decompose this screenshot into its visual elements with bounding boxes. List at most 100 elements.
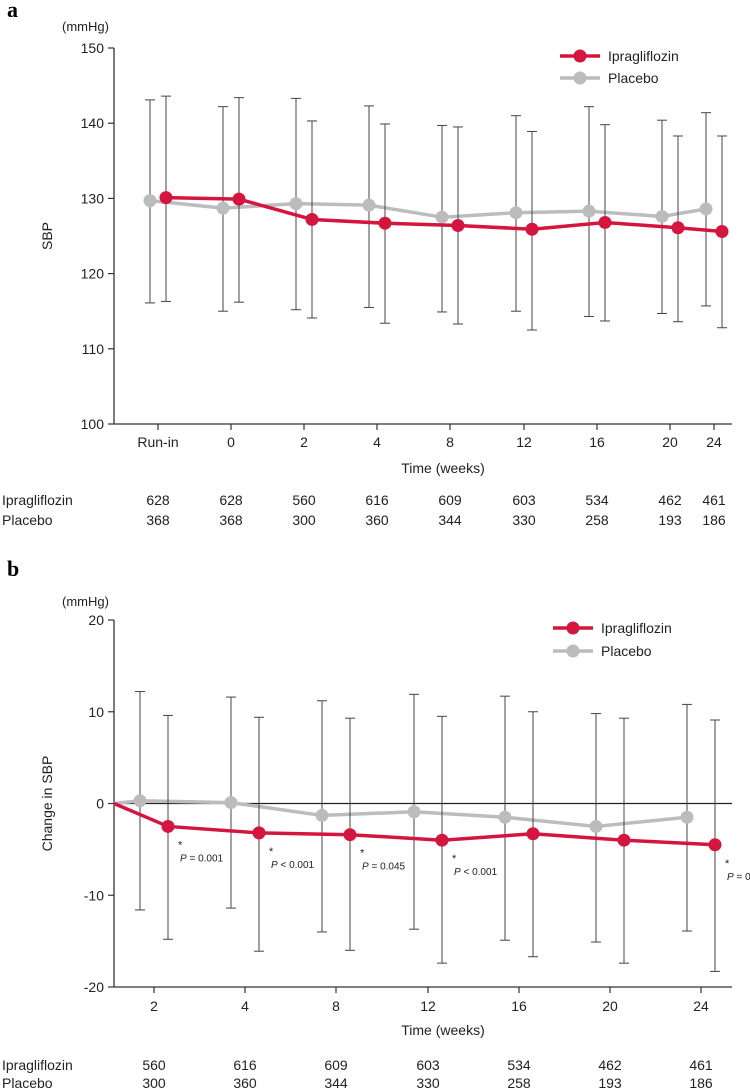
panel-a-n-value: 462	[658, 492, 682, 508]
panel-b-x-tick-label: 2	[150, 998, 158, 1014]
panel-b-ipragliflozin-point	[708, 838, 722, 852]
panel-a-n-value: 186	[702, 512, 726, 528]
panel-a-n-value: 258	[585, 512, 609, 528]
panel-b-ipragliflozin-line	[113, 801, 716, 847]
panel-a-n-value: 603	[512, 492, 536, 508]
panel-a-n-value: 616	[365, 492, 389, 508]
panel-b-ipragliflozin-point	[161, 819, 175, 833]
panel-a-n-value: 560	[292, 492, 316, 508]
panel-b-x-tick-label: 16	[511, 998, 527, 1014]
panel-a-y-tick-label: 120	[81, 266, 105, 282]
p-text: < 0.001	[461, 867, 498, 878]
panel-b-y-tick-label: 20	[88, 612, 104, 628]
panel-a-y-tick-label: 150	[81, 40, 105, 56]
panel-a-n-row-label: Placebo	[2, 512, 53, 528]
panel-b-n-value: 330	[416, 1075, 440, 1091]
panel-a-placebo-point	[509, 206, 523, 220]
panel-a-legend-ipragliflozin-label: Ipragliflozin	[608, 48, 679, 64]
panel-b-n-value: 193	[598, 1075, 622, 1091]
panel-b-placebo-point	[680, 810, 694, 824]
panel-a-placebo-point	[699, 202, 713, 216]
panel-b-n-row-label: Placebo	[2, 1075, 53, 1091]
panel-b-n-value: 603	[416, 1057, 440, 1073]
panel-b-p-value: P < 0.001	[271, 860, 315, 871]
panel-a-x-tick-label: 2	[300, 434, 308, 450]
panel-a-n-value: 609	[438, 492, 462, 508]
panel-b-n-value: 344	[324, 1075, 348, 1091]
panel-a-ipragliflozin-point	[232, 192, 246, 206]
panel-b-placebo-point	[407, 805, 421, 819]
panel-a-x-tick-label: 0	[227, 434, 235, 450]
panel-a-ipragliflozin-point	[378, 216, 392, 230]
panel-a-y-tick-label: 140	[81, 115, 105, 131]
panel-b-ipragliflozin-point	[435, 833, 449, 847]
panel-b-sig-star: *	[360, 848, 365, 860]
panel-b-placebo-point	[224, 796, 238, 810]
panel-b-sig-star: *	[269, 846, 274, 858]
panel-b-p-value: P = 0.001	[180, 853, 224, 864]
panel-a-placebo-line	[149, 198, 707, 219]
panel-a-placebo-point	[435, 210, 449, 224]
panel-b-y-tick-label: -20	[84, 979, 104, 995]
panel-b-x-tick-label: 12	[420, 998, 436, 1014]
panel-b-y-tick-label: 0	[96, 796, 104, 812]
panel-a-ipragliflozin-point	[598, 215, 612, 229]
panel-a-n-value: 300	[292, 512, 316, 528]
panel-b-n-value: 300	[142, 1075, 166, 1091]
p-text: = 0.045	[369, 862, 406, 873]
p-label: P	[454, 867, 461, 878]
panel-a-n-value: 368	[146, 512, 170, 528]
panel-a-y-tick-label: 110	[82, 341, 105, 357]
panel-a-x-tick-label: 16	[589, 434, 605, 450]
panel-a-n-value: 368	[219, 512, 243, 528]
panel-b-n-value: 461	[689, 1057, 713, 1073]
panel-b-n-value: 616	[233, 1057, 257, 1073]
panel-a-n-value: 344	[438, 512, 462, 528]
panel-a-ipragliflozin-point	[715, 224, 729, 238]
panel-b-ipragliflozin-point	[343, 828, 357, 842]
panel-a-n-value: 330	[512, 512, 536, 528]
panel-b-x-tick-label: 24	[693, 998, 709, 1014]
panel-b-ipragliflozin-point	[252, 826, 266, 840]
panel-b-n-value: 534	[507, 1057, 531, 1073]
panel-b-legend-ipragliflozin-marker	[566, 621, 580, 635]
panel-a-x-tick-label: Run-in	[137, 434, 178, 450]
panel-b-y-tick-label: -10	[84, 887, 104, 903]
panel-a-y-tick-label: 130	[81, 190, 105, 206]
panel-b-legend-ipragliflozin-label: Ipragliflozin	[601, 620, 672, 636]
panel-a-ipragliflozin-point	[451, 218, 465, 232]
panel-b-placebo-point	[498, 810, 512, 824]
panel-a-placebo-point	[655, 209, 669, 223]
panel-b-n-value: 258	[507, 1075, 531, 1091]
panel-b-p-value: P = 0.001	[727, 872, 750, 883]
panel-a-n-value: 628	[146, 492, 170, 508]
p-label: P	[271, 860, 278, 871]
panel-a-ipragliflozin-point	[305, 212, 319, 226]
panel-b-sig-star: *	[178, 839, 183, 851]
p-text: = 0.001	[187, 853, 224, 864]
panel-b-n-row-label: Ipragliflozin	[2, 1057, 73, 1073]
panel-a-legend-ipragliflozin-marker	[573, 49, 587, 63]
panel-a-x-tick-label: 24	[706, 434, 722, 450]
p-label: P	[727, 872, 734, 883]
p-text: = 0.001	[734, 872, 750, 883]
panel-a-x-tick-label: 8	[446, 434, 454, 450]
panel-a-n-value: 461	[702, 492, 726, 508]
panel-a-n-value: 360	[365, 512, 389, 528]
panel-b-ipragliflozin-point	[617, 833, 631, 847]
panel-b-n-value: 186	[689, 1075, 713, 1091]
panel-b-x-tick-label: 4	[241, 998, 249, 1014]
p-text: < 0.001	[278, 860, 315, 871]
panel-a-n-value: 628	[219, 492, 243, 508]
panel-a-legend-placebo-marker	[573, 71, 587, 85]
p-label: P	[362, 862, 369, 873]
panel-b-x-tick-label: 8	[332, 998, 340, 1014]
panel-a-x-tick-label: 4	[373, 434, 381, 450]
panel-a-y-tick-label: 100	[81, 416, 105, 432]
panel-b-unit-label: (mmHg)	[62, 594, 109, 609]
panel-a-ipragliflozin-point	[671, 221, 685, 235]
panel-b-n-value: 560	[142, 1057, 166, 1073]
panel-a-n-row-label: Ipragliflozin	[2, 492, 73, 508]
panel-a-x-tick-label: 12	[516, 434, 532, 450]
panel-b-legend-placebo-label: Placebo	[601, 643, 652, 659]
